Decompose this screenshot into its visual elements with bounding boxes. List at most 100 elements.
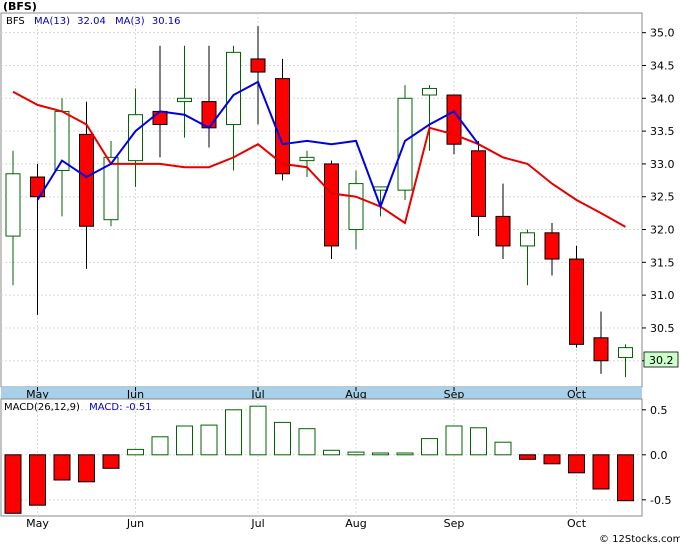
candle-body bbox=[348, 183, 364, 231]
price-x-band bbox=[1, 387, 642, 399]
price-candles bbox=[5, 26, 633, 378]
price-tick-label: 33.0 bbox=[650, 158, 675, 171]
candle bbox=[5, 150, 21, 286]
candle-body bbox=[618, 347, 633, 358]
legend-ma13-label: MA(13) bbox=[34, 16, 70, 27]
candle-body bbox=[422, 87, 437, 96]
macd-x-label: Jul bbox=[250, 517, 264, 530]
macd-x-label: Jun bbox=[126, 517, 144, 530]
macd-bar bbox=[470, 427, 487, 456]
macd-x-label: Aug bbox=[345, 517, 366, 530]
legend-ma13-value: 32.04 bbox=[77, 16, 106, 27]
macd-x-label: May bbox=[26, 517, 49, 530]
macd-bar bbox=[249, 405, 267, 456]
price-tick-label: 32.5 bbox=[650, 191, 675, 204]
candle-body bbox=[544, 232, 560, 260]
macd-bar bbox=[53, 454, 71, 481]
candle bbox=[520, 229, 535, 286]
moving-averages bbox=[12, 80, 626, 228]
macd-axis: -0.5 0.0 0.5 bbox=[642, 404, 671, 507]
price-x-label: Aug bbox=[345, 388, 366, 401]
candle bbox=[299, 150, 315, 178]
price-tick-label: 34.5 bbox=[650, 59, 675, 72]
macd-x-label: Oct bbox=[567, 517, 587, 530]
macd-bar bbox=[421, 438, 438, 456]
candle-body bbox=[495, 215, 511, 247]
candle-body bbox=[226, 51, 241, 126]
macd-tick-label: -0.5 bbox=[650, 494, 671, 507]
candle bbox=[250, 26, 266, 125]
candle-body bbox=[103, 156, 119, 221]
candle bbox=[618, 344, 633, 378]
candle-body bbox=[250, 58, 266, 73]
candle-body bbox=[324, 163, 339, 247]
price-grid bbox=[1, 13, 642, 387]
candle-body bbox=[299, 156, 315, 162]
macd-bar bbox=[225, 409, 242, 456]
macd-legend-label: MACD(26,12,9) bbox=[4, 402, 80, 413]
last-price-label: 30.2 bbox=[649, 354, 674, 367]
macd-bar bbox=[102, 454, 120, 469]
macd-bar bbox=[323, 449, 340, 456]
macd-bar bbox=[519, 454, 536, 460]
macd-x-axis: May Jun Jul Aug Sep Oct bbox=[26, 517, 587, 530]
ma13-line bbox=[12, 90, 626, 228]
candle-body bbox=[128, 114, 143, 162]
price-tick-label: 30.5 bbox=[650, 322, 675, 335]
candle-body bbox=[397, 97, 413, 191]
candle-body bbox=[201, 101, 217, 129]
macd-bar bbox=[494, 441, 512, 456]
price-tick-label: 34.0 bbox=[650, 92, 675, 105]
candle bbox=[348, 170, 364, 250]
legend-ma3-label: MA(3) bbox=[115, 16, 145, 27]
macd-bar bbox=[592, 454, 610, 490]
macd-legend-key: MACD: bbox=[89, 402, 122, 413]
chart-title: (BFS) bbox=[3, 0, 37, 13]
price-tick-label: 35.0 bbox=[650, 27, 675, 40]
candle bbox=[569, 245, 584, 348]
candle-body bbox=[79, 133, 94, 227]
legend-ma3-value: 30.16 bbox=[152, 16, 181, 27]
candle bbox=[471, 140, 486, 237]
price-tick-label: 31.5 bbox=[650, 256, 675, 269]
ma3-line bbox=[36, 80, 480, 210]
candle bbox=[422, 85, 437, 151]
macd-bar bbox=[29, 454, 46, 506]
price-tick-label: 31.0 bbox=[650, 289, 675, 302]
macd-bars bbox=[4, 405, 634, 514]
candle bbox=[103, 140, 119, 227]
candle-body bbox=[569, 258, 584, 345]
candle bbox=[397, 85, 413, 200]
candle-body bbox=[471, 150, 486, 217]
macd-x-label: Sep bbox=[444, 517, 465, 530]
price-x-axis: May Jun Jul Aug Sep Oct bbox=[26, 387, 587, 401]
macd-bar bbox=[78, 454, 95, 483]
price-x-label: May bbox=[26, 388, 49, 401]
credit: © 12Stocks.com bbox=[599, 534, 680, 545]
candle-body bbox=[373, 186, 388, 191]
macd-legend-value: -0.51 bbox=[126, 402, 152, 413]
candle bbox=[495, 183, 511, 260]
macd-bar bbox=[4, 454, 22, 514]
macd-tick-label: 0.5 bbox=[650, 404, 668, 417]
legend-symbol: BFS bbox=[6, 16, 25, 27]
price-panel-frame bbox=[0, 12, 643, 388]
candle bbox=[128, 88, 143, 187]
candle-body bbox=[177, 97, 192, 103]
price-legend: BFS MA(13) 32.04 MA(3) 30.16 bbox=[6, 16, 180, 27]
candle bbox=[593, 311, 609, 374]
macd-bar bbox=[200, 424, 218, 456]
last-price-badge bbox=[643, 351, 679, 368]
candle-body bbox=[5, 173, 21, 237]
candle bbox=[79, 101, 94, 269]
macd-bar bbox=[372, 452, 389, 456]
candle bbox=[177, 45, 192, 138]
candle-body bbox=[593, 337, 609, 362]
price-tick-label: 32.0 bbox=[650, 224, 675, 237]
macd-bar bbox=[347, 451, 365, 456]
macd-bar bbox=[617, 454, 634, 502]
macd-bar bbox=[127, 448, 144, 456]
price-x-label: Sep bbox=[444, 388, 465, 401]
price-tick-label: 33.5 bbox=[650, 125, 675, 138]
candle-body bbox=[152, 110, 168, 126]
